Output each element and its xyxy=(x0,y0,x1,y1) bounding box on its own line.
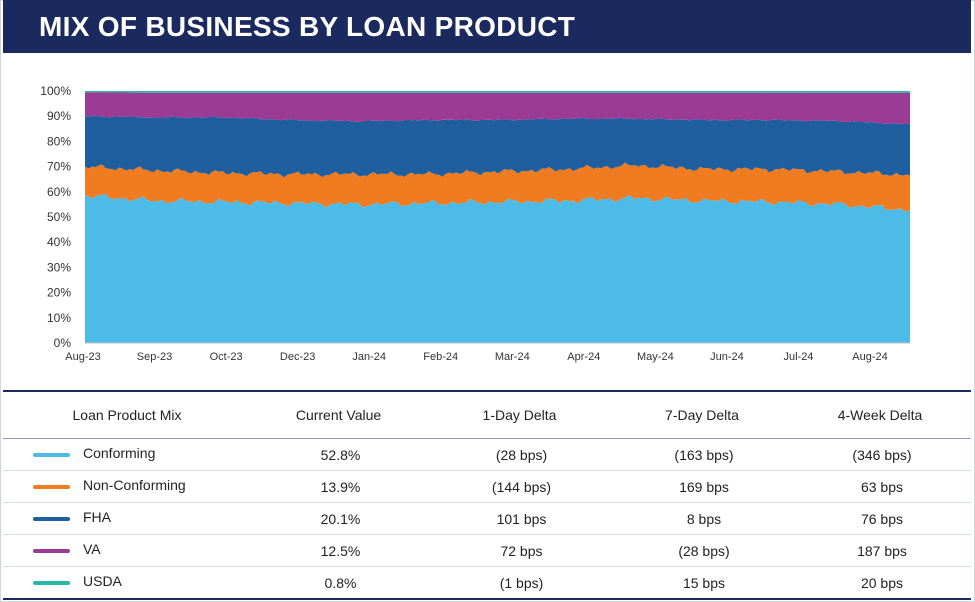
one-day-delta-cell: 72 bps xyxy=(500,542,543,559)
y-tick-label: 80% xyxy=(47,134,71,148)
x-tick-label: Aug-23 xyxy=(65,351,100,363)
table-header-row: Loan Product Mix Current Value 1-Day Del… xyxy=(3,392,971,439)
x-tick-label: Apr-24 xyxy=(567,351,600,363)
row-label-cell: VA xyxy=(3,541,253,561)
one-day-delta-cell: (1 bps) xyxy=(499,574,544,591)
header-7-day-delta: 7-Day Delta xyxy=(665,407,739,423)
y-tick-label: 0% xyxy=(54,336,72,350)
x-tick-label: Jun-24 xyxy=(710,351,744,363)
page-header: MIX OF BUSINESS BY LOAN PRODUCT xyxy=(3,0,971,53)
row-label-cell: Non-Conforming xyxy=(3,477,253,497)
area-series-non-conforming xyxy=(85,162,910,212)
table-row-fha: FHA 20.1% 101 bps 8 bps 76 bps xyxy=(3,503,971,535)
header-loan-product-mix: Loan Product Mix xyxy=(72,407,182,423)
x-tick-label: Feb-24 xyxy=(423,351,458,363)
area-series-usda xyxy=(85,91,910,93)
x-tick-label: Jan-24 xyxy=(352,351,386,363)
current-value-cell: 12.5% xyxy=(320,542,361,559)
row-label-cell: Conforming xyxy=(3,445,253,465)
y-tick-label: 100% xyxy=(40,84,71,98)
row-label: VA xyxy=(83,540,101,557)
four-week-delta-cell: 63 bps xyxy=(860,478,904,495)
row-label: FHA xyxy=(83,508,111,525)
y-tick-label: 50% xyxy=(47,210,71,224)
table-row-usda: USDA 0.8% (1 bps) 15 bps 20 bps xyxy=(3,567,971,600)
y-tick-label: 30% xyxy=(47,260,71,274)
current-value-cell: 52.8% xyxy=(320,446,361,463)
page-title: MIX OF BUSINESS BY LOAN PRODUCT xyxy=(39,11,576,42)
row-label: Non-Conforming xyxy=(83,476,186,493)
y-tick-label: 60% xyxy=(47,185,71,199)
x-tick-label: Jul-24 xyxy=(783,351,813,363)
row-label: USDA xyxy=(83,572,122,589)
current-value-cell: 13.9% xyxy=(320,478,361,495)
x-tick-label: Sep-23 xyxy=(137,351,172,363)
x-tick-label: Oct-23 xyxy=(210,351,243,363)
table-row-conforming: Conforming 52.8% (28 bps) (163 bps) (346… xyxy=(3,439,971,471)
x-tick-label: Mar-24 xyxy=(495,351,530,363)
current-value-cell: 0.8% xyxy=(324,574,357,591)
legend-swatch-non-conforming xyxy=(33,484,70,489)
four-week-delta-cell: 20 bps xyxy=(860,574,904,591)
row-label-cell: FHA xyxy=(3,509,253,529)
y-tick-label: 40% xyxy=(47,235,71,249)
x-tick-label: Dec-23 xyxy=(280,351,315,363)
y-tick-label: 70% xyxy=(47,160,71,174)
header-1-day-delta: 1-Day Delta xyxy=(482,407,557,423)
table-row-non-conforming: Non-Conforming 13.9% (144 bps) 169 bps 6… xyxy=(3,471,971,503)
seven-day-delta-cell: (163 bps) xyxy=(674,446,734,463)
seven-day-delta-cell: 169 bps xyxy=(679,478,729,495)
one-day-delta-cell: (144 bps) xyxy=(491,478,552,495)
loan-mix-table: Loan Product Mix Current Value 1-Day Del… xyxy=(3,390,971,600)
header-4-week-delta: 4-Week Delta xyxy=(837,407,923,423)
legend-swatch-fha xyxy=(33,516,70,521)
four-week-delta-cell: 187 bps xyxy=(857,542,907,559)
area-series-conforming xyxy=(85,193,910,343)
legend-swatch-va xyxy=(33,548,70,553)
legend-swatch-conforming xyxy=(33,452,70,457)
four-week-delta-cell: (346 bps) xyxy=(852,446,912,463)
x-tick-label: Aug-24 xyxy=(852,351,887,363)
seven-day-delta-cell: (28 bps) xyxy=(678,542,730,559)
area-series-fha xyxy=(85,115,910,178)
row-label-cell: USDA xyxy=(3,573,253,593)
y-tick-label: 90% xyxy=(47,109,71,123)
y-tick-label: 10% xyxy=(47,311,71,325)
current-value-cell: 20.1% xyxy=(320,510,361,527)
seven-day-delta-cell: 15 bps xyxy=(682,574,726,591)
row-label: Conforming xyxy=(83,444,156,461)
seven-day-delta-cell: 8 bps xyxy=(686,510,722,527)
one-day-delta-cell: 101 bps xyxy=(496,510,547,527)
y-tick-label: 20% xyxy=(47,286,71,300)
stacked-area-chart: 0% 10% 20% 30% 40% 50% 60% 70% 80% 90% 100% Aug-23 S… xyxy=(40,84,910,363)
four-week-delta-cell: 76 bps xyxy=(860,510,904,527)
table-top-rule xyxy=(3,390,971,392)
area-series-va xyxy=(85,92,910,125)
x-tick-label: May-24 xyxy=(637,351,674,363)
header-current-value: Current Value xyxy=(295,407,382,423)
one-day-delta-cell: (28 bps) xyxy=(495,446,548,463)
legend-swatch-usda xyxy=(33,580,70,585)
table-row-va: VA 12.5% 72 bps (28 bps) 187 bps xyxy=(3,535,971,567)
